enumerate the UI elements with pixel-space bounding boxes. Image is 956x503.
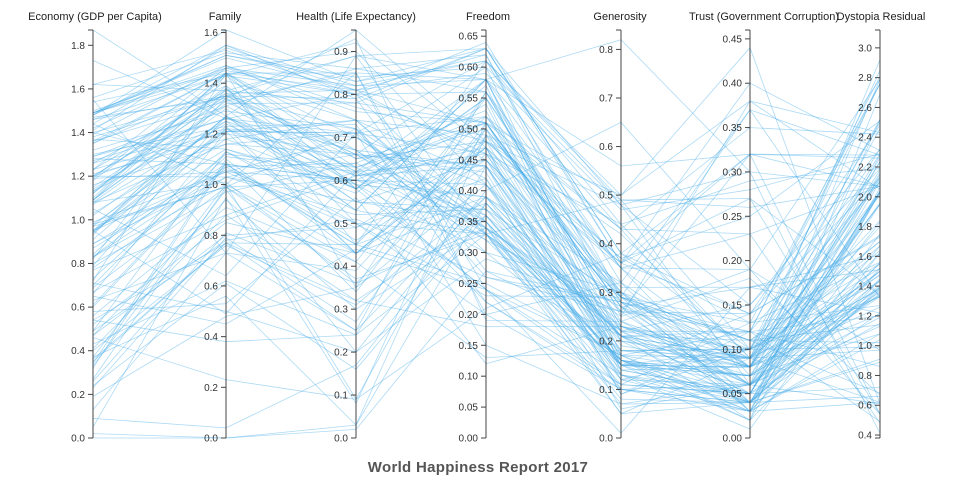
tick-label: 0.4: [599, 239, 613, 250]
tick-label: 0.25: [459, 279, 479, 290]
tick-label: 0.8: [71, 259, 85, 270]
tick-label: 0.20: [459, 310, 479, 321]
tick-label: 1.6: [71, 84, 85, 95]
tick-label: 0.15: [723, 300, 743, 311]
chart-title: World Happiness Report 2017: [367, 459, 589, 476]
tick-label: 1.4: [858, 282, 872, 293]
axis-3: Freedom 0.00 0.05 0.10 0.15 0.20 0.25 0.30 0.35 0…: [459, 11, 510, 445]
tick-label: 2.4: [858, 133, 872, 144]
tick-label: 0.8: [204, 231, 218, 242]
tick-label: 0.20: [723, 256, 743, 267]
tick-label: 0.8: [599, 45, 613, 56]
tick-label: 0.7: [334, 133, 348, 144]
axis-2: Health (Life Expectancy) 0.0 0.1 0.2 0.3 0.4 0…: [296, 11, 416, 445]
tick-label: 1.4: [204, 79, 218, 90]
tick-label: 1.8: [858, 222, 872, 233]
tick-label: 0.5: [599, 191, 613, 202]
axis-5: Trust (Government Corruption) 0.00 0.05 0.1…: [689, 11, 839, 445]
axis-label: Freedom: [466, 11, 510, 23]
tick-label: 0.35: [459, 217, 479, 228]
tick-label: 1.2: [71, 172, 85, 183]
axis-1: Family 0.0 0.2 0.4 0.6 0.8 1.0 1.2 1.4 1.6: [204, 11, 242, 445]
axis-label: Generosity: [593, 11, 647, 23]
tick-label: 1.0: [71, 215, 85, 226]
tick-label: 0.3: [334, 305, 348, 316]
tick-label: 0.30: [459, 248, 479, 259]
tick-label: 2.8: [858, 73, 872, 84]
tick-label: 0.2: [334, 348, 348, 359]
tick-label: 0.40: [459, 186, 479, 197]
tick-label: 0.6: [599, 142, 613, 153]
axis-label: Economy (GDP per Capita): [28, 11, 162, 23]
tick-label: 0.2: [204, 383, 218, 394]
axis-label: Dystopia Residual: [837, 11, 926, 23]
tick-label: 0.4: [334, 262, 348, 273]
tick-label: 1.6: [204, 28, 218, 39]
tick-label: 0.00: [459, 434, 479, 445]
tick-label: 0.0: [599, 434, 613, 445]
tick-label: 0.50: [459, 124, 479, 135]
tick-label: 0.0: [204, 434, 218, 445]
axis-0: Economy (GDP per Capita) 0.0 0.2 0.4 0.6 0.8 1…: [28, 11, 162, 445]
tick-label: 0.05: [723, 389, 743, 400]
tick-label: 0.6: [334, 176, 348, 187]
tick-label: 0.4: [858, 431, 872, 442]
axis-6: Dystopia Residual 0.4 0.6 0.8 1.0 1.2 1.4 1.6 1.…: [837, 11, 926, 442]
tick-label: 0.2: [599, 336, 613, 347]
tick-label: 1.6: [858, 252, 872, 263]
tick-label: 0.05: [459, 403, 479, 414]
axis-label: Family: [209, 11, 242, 23]
tick-label: 0.10: [459, 372, 479, 383]
tick-label: 0.00: [723, 434, 743, 445]
tick-label: 2.6: [858, 103, 872, 114]
axis-label: Health (Life Expectancy): [296, 11, 416, 23]
tick-label: 1.0: [204, 180, 218, 191]
tick-label: 0.35: [723, 123, 743, 134]
tick-label: 1.0: [858, 341, 872, 352]
tick-label: 0.6: [71, 303, 85, 314]
tick-label: 0.45: [459, 155, 479, 166]
tick-label: 0.1: [334, 391, 348, 402]
tick-label: 3.0: [858, 43, 872, 54]
tick-label: 0.4: [204, 332, 218, 343]
tick-label: 0.0: [334, 434, 348, 445]
tick-label: 0.30: [723, 167, 743, 178]
tick-label: 0.6: [858, 401, 872, 412]
tick-label: 0.6: [204, 281, 218, 292]
tick-label: 0.40: [723, 79, 743, 90]
tick-label: 0.5: [334, 219, 348, 230]
tick-label: 0.65: [459, 32, 479, 43]
tick-label: 0.3: [599, 288, 613, 299]
tick-label: 0.8: [334, 90, 348, 101]
tick-label: 2.0: [858, 192, 872, 203]
tick-label: 0.7: [599, 94, 613, 105]
tick-label: 0.55: [459, 94, 479, 105]
tick-label: 0.10: [723, 345, 743, 356]
tick-label: 0.60: [459, 63, 479, 74]
tick-label: 0.8: [858, 371, 872, 382]
tick-label: 0.15: [459, 341, 479, 352]
tick-label: 1.2: [858, 311, 872, 322]
tick-label: 0.9: [334, 47, 348, 58]
tick-label: 0.0: [71, 434, 85, 445]
axes-layer: Economy (GDP per Capita) 0.0 0.2 0.4 0.6 0.8 1…: [28, 11, 925, 445]
tick-label: 1.2: [204, 129, 218, 140]
tick-label: 0.4: [71, 346, 85, 357]
tick-label: 0.45: [723, 34, 743, 45]
tick-label: 0.25: [723, 212, 743, 223]
tick-label: 2.2: [858, 162, 872, 173]
axis-4: Generosity 0.0 0.1 0.2 0.3 0.4 0.5 0.6 0.7 0.8: [593, 11, 647, 445]
tick-label: 1.8: [71, 41, 85, 52]
tick-label: 0.1: [599, 385, 613, 396]
axis-label: Trust (Government Corruption): [689, 11, 839, 23]
tick-label: 1.4: [71, 128, 85, 139]
tick-label: 0.2: [71, 390, 85, 401]
